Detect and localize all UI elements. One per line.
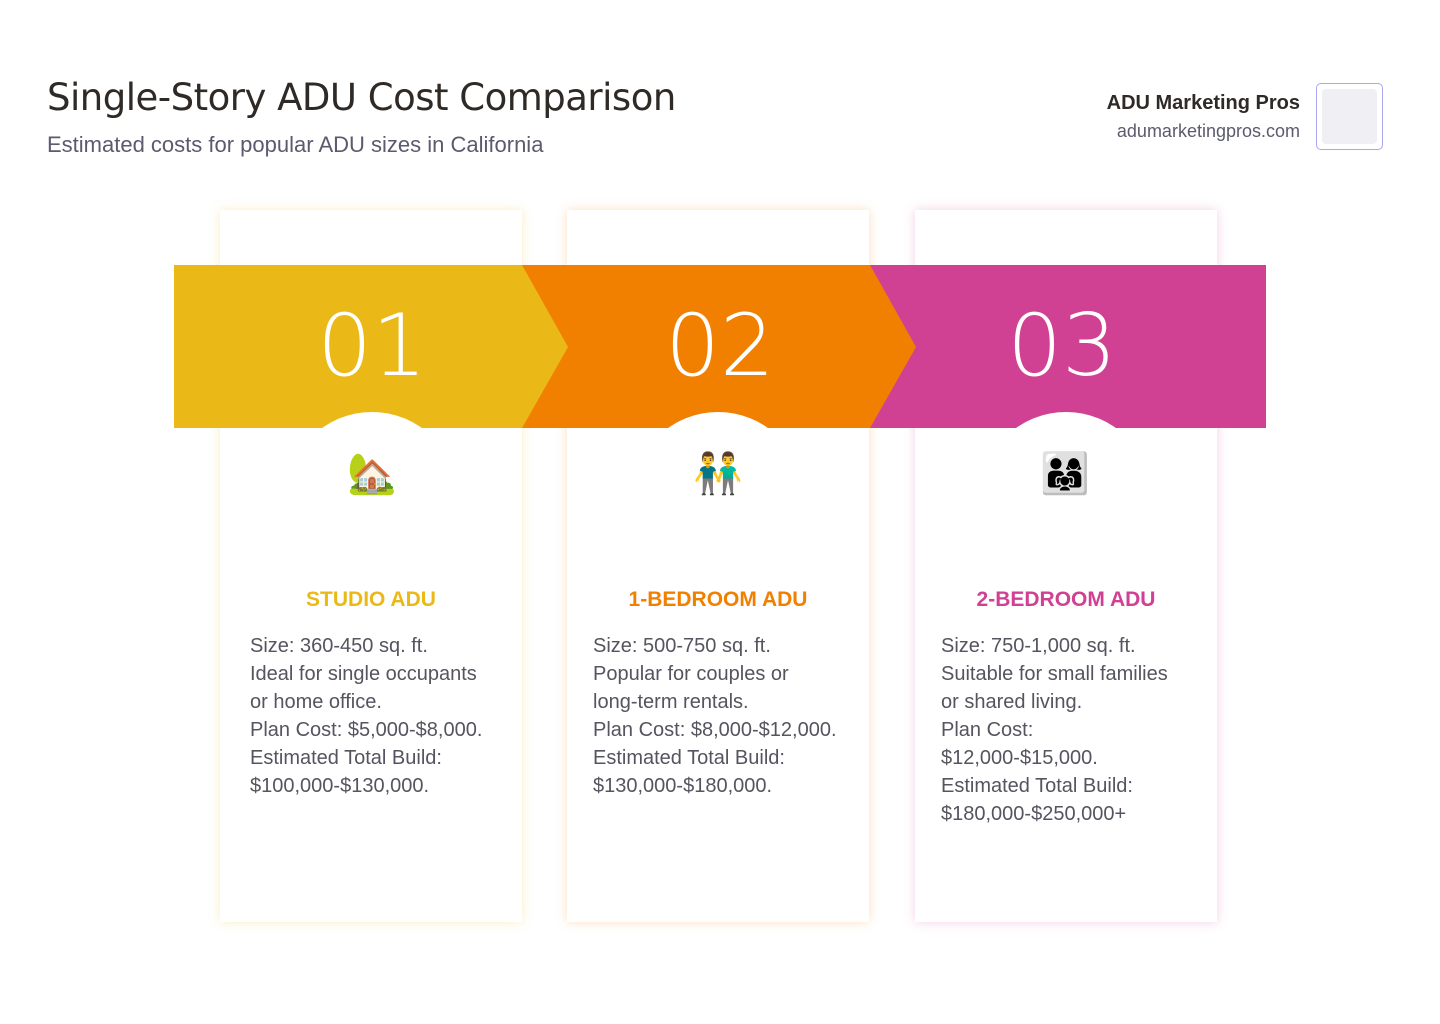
description-line: long-term rentals.: [593, 691, 749, 713]
card-description: Size: 500-750 sq. ft. Popular for couple…: [593, 632, 863, 800]
description-line: Estimated Total Build:: [593, 747, 785, 769]
description-line: $12,000-$15,000.: [941, 747, 1098, 769]
step-number: 01: [317, 296, 427, 396]
step-3-band: [870, 265, 1266, 428]
step-number: 02: [665, 296, 775, 396]
description-line: or home office.: [250, 691, 382, 713]
card-description: Size: 750-1,000 sq. ft. Suitable for sma…: [941, 632, 1191, 828]
description-line: Estimated Total Build:: [941, 775, 1133, 797]
description-line: Ideal for single occupants: [250, 663, 477, 685]
brand-name: ADU Marketing Pros: [1106, 92, 1300, 114]
page-title: Single-Story ADU Cost Comparison: [47, 76, 676, 119]
step-number: 03: [1007, 296, 1117, 396]
page-subtitle: Estimated costs for popular ADU sizes in…: [47, 132, 544, 157]
brand-logo: [1316, 83, 1383, 150]
card-title: 2-BEDROOM ADU: [976, 588, 1156, 611]
family-icon: 👨‍👩‍👧: [1040, 452, 1090, 496]
description-line: Plan Cost: $8,000-$12,000.: [593, 719, 837, 741]
description-line: Suitable for small families: [941, 663, 1168, 685]
description-line: Plan Cost: $5,000-$8,000.: [250, 719, 483, 741]
description-line: $100,000-$130,000.: [250, 775, 430, 797]
description-line: or shared living.: [941, 691, 1083, 713]
description-line: Size: 750-1,000 sq. ft.: [941, 635, 1136, 657]
description-line: Size: 500-750 sq. ft.: [593, 635, 771, 657]
card-description: Size: 360-450 sq. ft. Ideal for single o…: [250, 632, 500, 800]
icon-circle: [632, 412, 804, 584]
card-title: 1-BEDROOM ADU: [628, 588, 808, 611]
icon-circle: [286, 412, 458, 584]
card-title: STUDIO ADU: [306, 588, 436, 611]
description-line: $130,000-$180,000.: [593, 775, 773, 797]
brand-url: adumarketingpros.com: [1116, 121, 1300, 141]
description-line: Size: 360-450 sq. ft.: [250, 635, 428, 657]
two-men-holding-hands-icon: 👬: [693, 452, 743, 496]
step-1-band: [174, 265, 568, 428]
icon-circle: [980, 412, 1152, 584]
step-2-band: [522, 265, 916, 428]
description-line: Popular for couples or: [593, 663, 789, 685]
description-line: Estimated Total Build:: [250, 747, 442, 769]
description-line: Plan Cost:: [941, 719, 1034, 741]
brand: ADU Marketing Pros adumarketingpros.com: [1107, 92, 1300, 142]
description-line: $180,000-$250,000+: [941, 803, 1127, 825]
house-with-garden-icon: 🏡: [347, 452, 397, 496]
